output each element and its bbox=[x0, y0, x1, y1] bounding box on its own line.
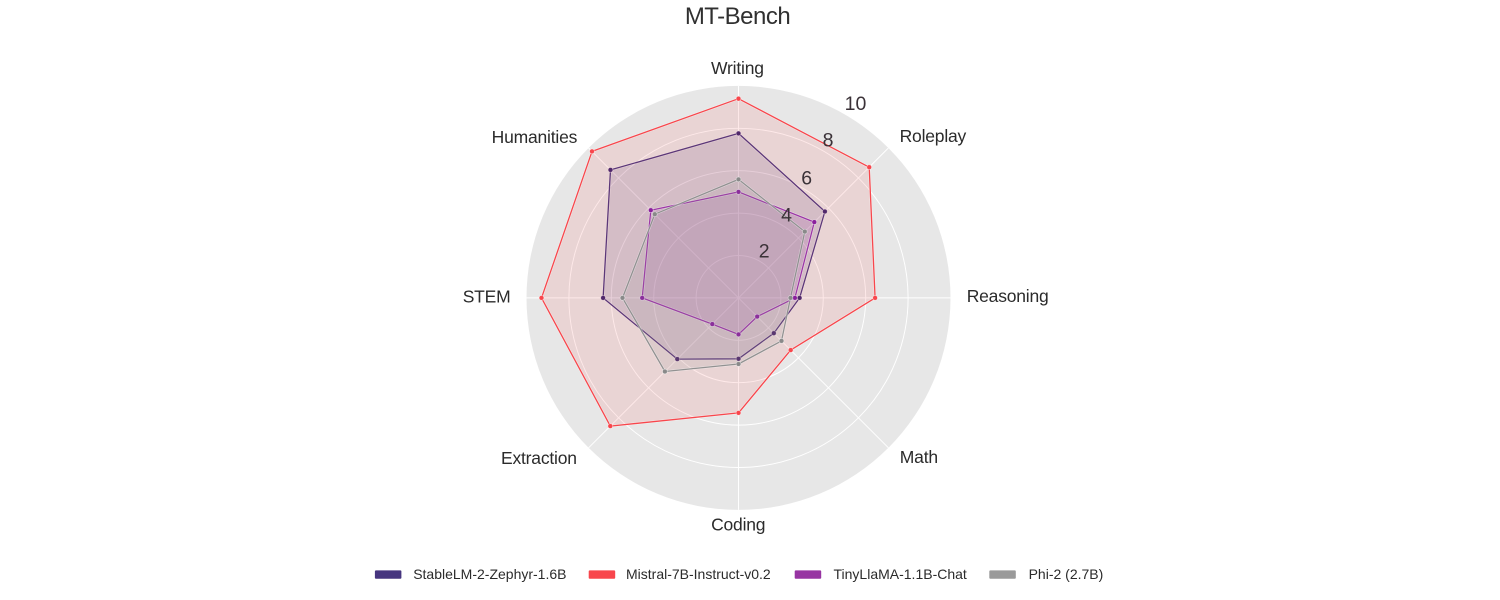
svg-text:2: 2 bbox=[759, 240, 770, 262]
svg-text:TinyLlaMA-1.1B-Chat: TinyLlaMA-1.1B-Chat bbox=[834, 566, 967, 582]
svg-text:Writing: Writing bbox=[711, 58, 764, 78]
svg-text:StableLM-2-Zephyr-1.6B: StableLM-2-Zephyr-1.6B bbox=[413, 566, 566, 582]
svg-text:Humanities: Humanities bbox=[492, 127, 578, 147]
svg-text:10: 10 bbox=[845, 93, 867, 115]
svg-text:4: 4 bbox=[781, 204, 792, 226]
svg-text:Math: Math bbox=[900, 447, 938, 467]
svg-text:Roleplay: Roleplay bbox=[900, 126, 967, 146]
svg-text:6: 6 bbox=[801, 168, 812, 190]
svg-text:STEM: STEM bbox=[463, 287, 511, 307]
svg-text:Mistral-7B-Instruct-v0.2: Mistral-7B-Instruct-v0.2 bbox=[626, 566, 771, 582]
svg-text:Phi-2 (2.7B): Phi-2 (2.7B) bbox=[1029, 566, 1104, 582]
svg-text:Coding: Coding bbox=[711, 515, 765, 535]
svg-text:Reasoning: Reasoning bbox=[967, 286, 1049, 306]
svg-text:Extraction: Extraction bbox=[501, 448, 577, 468]
svg-text:MT-Bench: MT-Bench bbox=[685, 3, 790, 30]
svg-text:8: 8 bbox=[823, 130, 834, 152]
